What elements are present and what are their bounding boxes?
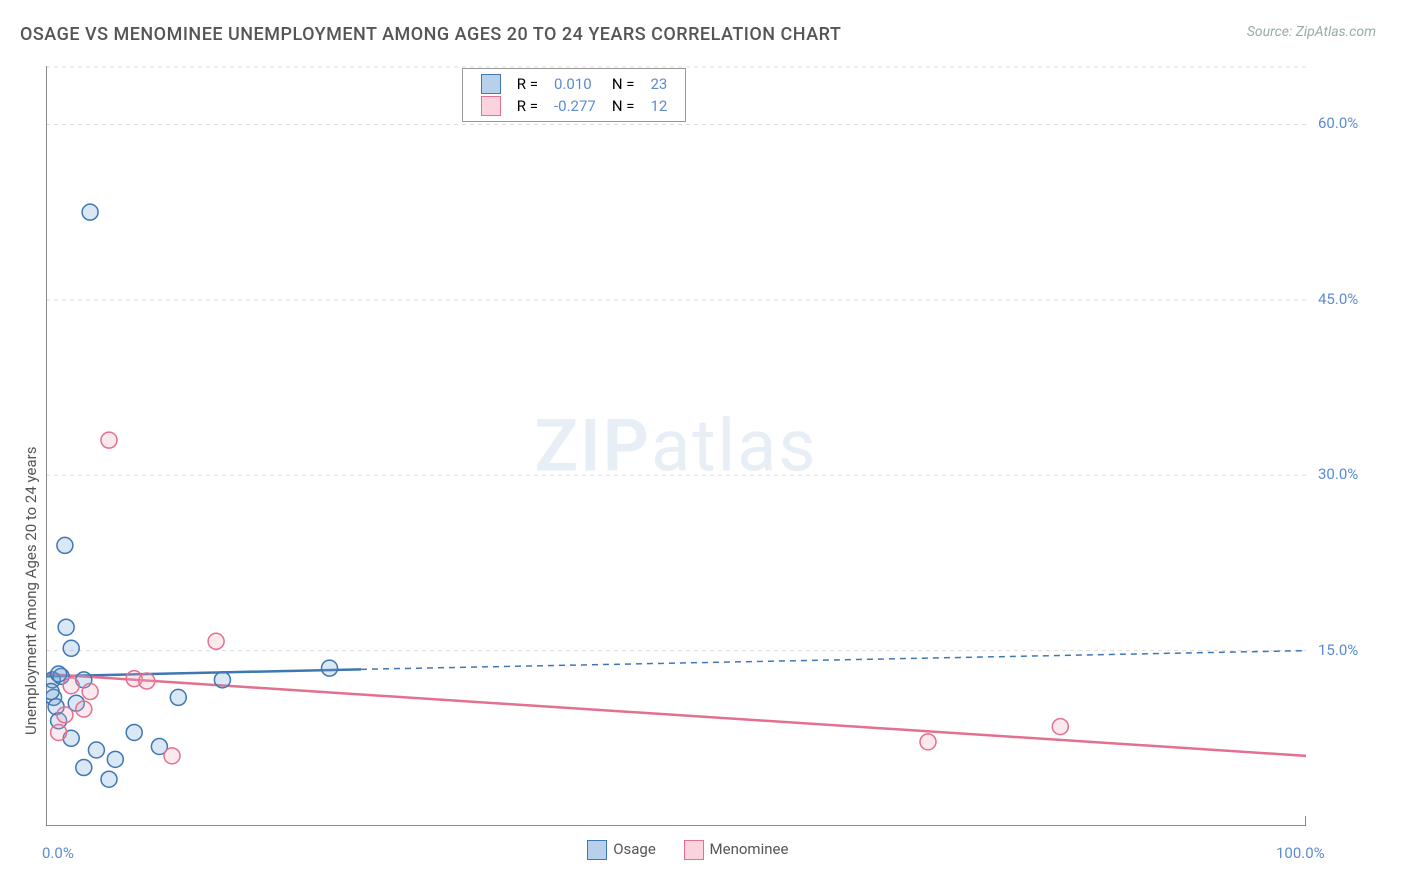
r-value-menominee: -0.277 xyxy=(546,95,604,117)
legend-item-menominee: Menominee xyxy=(684,840,789,860)
y-tick-label: 30.0% xyxy=(1318,465,1358,483)
chart-title: OSAGE VS MENOMINEE UNEMPLOYMENT AMONG AG… xyxy=(20,24,841,45)
swatch-osage xyxy=(587,840,607,860)
chart-svg xyxy=(46,66,1306,826)
n-value-osage: 23 xyxy=(642,73,675,95)
n-label: N = xyxy=(604,95,643,117)
plot-area: ZIPatlas xyxy=(46,66,1306,826)
x-tick-label-min: 0.0% xyxy=(42,844,74,862)
legend-label: Menominee xyxy=(710,840,789,858)
swatch-osage xyxy=(481,74,501,94)
y-tick-label: 45.0% xyxy=(1318,290,1358,308)
stats-row-osage: R = 0.010 N = 23 xyxy=(473,73,676,95)
stats-legend: R = 0.010 N = 23 R = -0.277 N = 12 xyxy=(462,68,687,122)
source-label: Source: ZipAtlas.com xyxy=(1247,24,1376,40)
n-label: N = xyxy=(604,73,643,95)
y-tick-label: 60.0% xyxy=(1318,114,1358,132)
legend-item-osage: Osage xyxy=(587,840,656,860)
r-label: R = xyxy=(509,73,546,95)
y-axis-label: Unemployment Among Ages 20 to 24 years xyxy=(22,446,40,734)
r-label: R = xyxy=(509,95,546,117)
x-tick-label-max: 100.0% xyxy=(1276,844,1325,862)
n-value-menominee: 12 xyxy=(642,95,675,117)
swatch-menominee xyxy=(684,840,704,860)
stats-row-menominee: R = -0.277 N = 12 xyxy=(473,95,676,117)
y-tick-label: 15.0% xyxy=(1318,641,1358,659)
series-legend: Osage Menominee xyxy=(575,840,800,860)
r-value-osage: 0.010 xyxy=(546,73,604,95)
legend-label: Osage xyxy=(613,840,656,858)
swatch-menominee xyxy=(481,96,501,116)
